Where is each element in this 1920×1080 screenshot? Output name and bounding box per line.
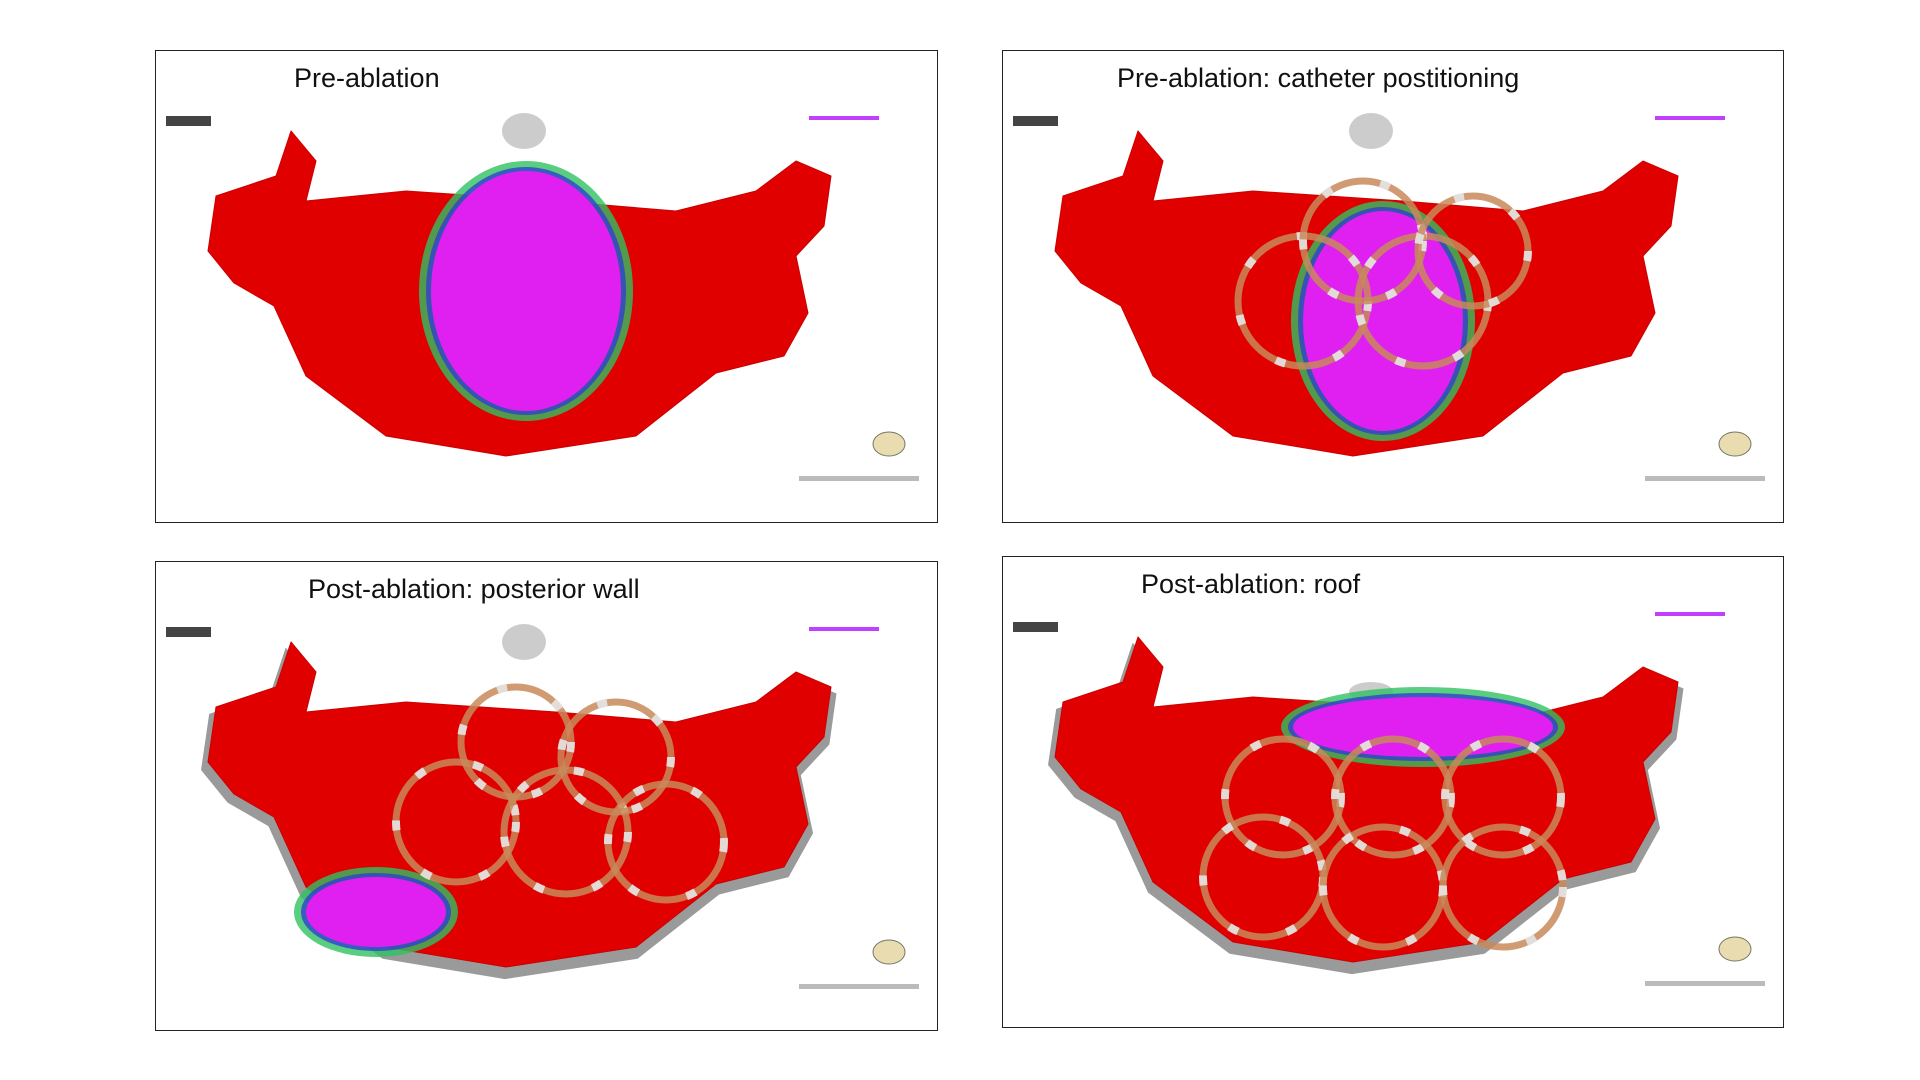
- color-bar: [809, 627, 879, 631]
- view-buttons: [1645, 981, 1765, 986]
- electrode: [500, 766, 632, 898]
- electrode: [392, 758, 520, 886]
- sphere: [502, 624, 546, 660]
- label-box: [1013, 622, 1058, 632]
- map-panel: Pre-ablation: [155, 50, 938, 523]
- view-buttons: [1645, 476, 1765, 481]
- orientation-icon: [872, 939, 906, 965]
- low-voltage: [306, 877, 446, 947]
- electrode: [1439, 823, 1567, 951]
- panel-title: Pre-ablation: [294, 63, 440, 93]
- label-box: [1013, 116, 1058, 126]
- atrium-map: [166, 113, 919, 481]
- map-panel: Pre-ablation: catheter postitioning: [1002, 50, 1784, 523]
- electrode: [1299, 177, 1427, 305]
- electrode: [1331, 735, 1455, 859]
- panel-title: Post-ablation: posterior wall: [308, 574, 640, 604]
- atrium-map: [166, 624, 919, 989]
- panel-title: Pre-ablation: catheter postitioning: [1117, 63, 1520, 93]
- electrode: [557, 698, 675, 816]
- color-bar: [809, 116, 879, 120]
- atrium-map: [1013, 612, 1765, 986]
- low-voltage: [431, 171, 621, 411]
- orientation-icon: [1718, 936, 1752, 962]
- electrode: [604, 780, 728, 904]
- electrode: [457, 683, 575, 801]
- orientation-icon: [872, 431, 906, 457]
- sphere: [502, 113, 546, 149]
- panel-title: Post-ablation: roof: [1141, 569, 1361, 599]
- sphere: [1349, 113, 1393, 149]
- atrium-map: [1013, 113, 1765, 481]
- view-buttons: [799, 984, 919, 989]
- map-panel: Post-ablation: roof: [1002, 556, 1784, 1028]
- electrode: [1221, 735, 1345, 859]
- orientation-icon: [1718, 431, 1752, 457]
- label-box: [166, 116, 211, 126]
- view-buttons: [799, 476, 919, 481]
- color-bar: [1655, 612, 1725, 616]
- color-bar: [1655, 116, 1725, 120]
- electrode: [1414, 192, 1532, 310]
- label-box: [166, 627, 211, 637]
- map-panel: Post-ablation: posterior wall: [155, 561, 938, 1031]
- electrode: [1441, 735, 1565, 859]
